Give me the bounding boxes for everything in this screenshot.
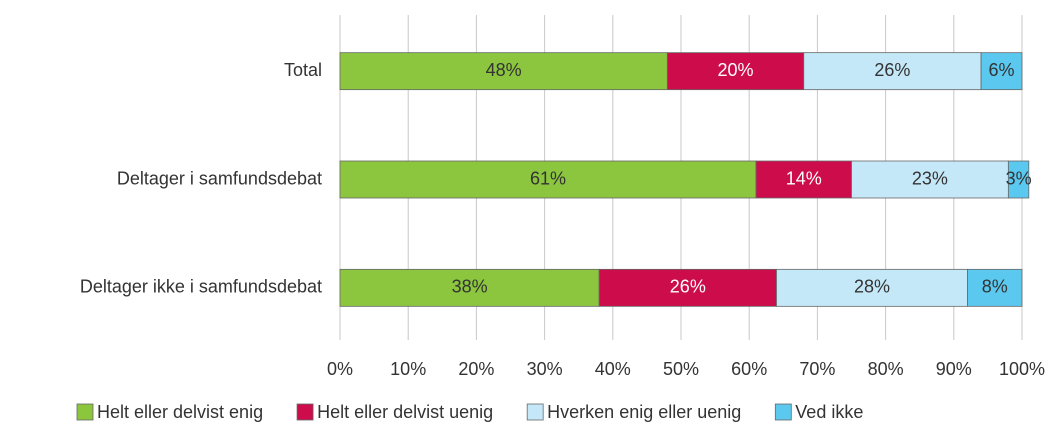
bar-segment	[666, 52, 805, 91]
y-tick-label: Total	[284, 60, 322, 80]
legend-label: Helt eller delvist uenig	[317, 402, 493, 422]
bar-segment	[339, 52, 668, 91]
value-label: 26%	[874, 60, 910, 80]
x-tick-label: 60%	[731, 359, 767, 379]
bar-segment	[967, 268, 1023, 307]
legend-label: Ved ikke	[795, 402, 863, 422]
x-tick-label: 40%	[595, 359, 631, 379]
x-tick-label: 0%	[327, 359, 353, 379]
x-tick-label: 10%	[390, 359, 426, 379]
x-tick-label: 70%	[799, 359, 835, 379]
bar-segment	[339, 268, 600, 307]
legend-swatch	[526, 403, 544, 421]
legend-swatch	[76, 403, 94, 421]
value-label: 48%	[486, 60, 522, 80]
value-label: 14%	[786, 168, 822, 188]
y-tick-label: Deltager i samfundsdebat	[117, 168, 322, 188]
value-label: 26%	[670, 277, 706, 297]
x-tick-label: 50%	[663, 359, 699, 379]
legend-label: Hverken enig eller uenig	[547, 402, 741, 422]
bar-segment	[851, 160, 1009, 199]
value-label: 6%	[989, 60, 1015, 80]
bar-segment	[776, 268, 968, 307]
bar-segment	[1007, 160, 1030, 199]
x-tick-label: 80%	[868, 359, 904, 379]
value-label: 38%	[452, 277, 488, 297]
y-tick-label: Deltager ikke i samfundsdebat	[80, 277, 322, 297]
x-tick-label: 20%	[458, 359, 494, 379]
legend-swatch	[296, 403, 314, 421]
value-label: 8%	[982, 277, 1008, 297]
x-tick-label: 90%	[936, 359, 972, 379]
legend-label: Helt eller delvist enig	[97, 402, 263, 422]
bar-segment	[980, 52, 1023, 91]
value-label: 61%	[530, 168, 566, 188]
x-tick-label: 30%	[527, 359, 563, 379]
value-label: 23%	[912, 168, 948, 188]
bar-segment	[755, 160, 852, 199]
legend-swatch	[774, 403, 792, 421]
bar-segment	[803, 52, 982, 91]
value-label: 20%	[718, 60, 754, 80]
bar-segment	[598, 268, 777, 307]
value-label: 3%	[1006, 168, 1032, 188]
x-tick-label: 100%	[999, 359, 1045, 379]
bar-segment	[339, 160, 757, 199]
value-label: 28%	[854, 277, 890, 297]
